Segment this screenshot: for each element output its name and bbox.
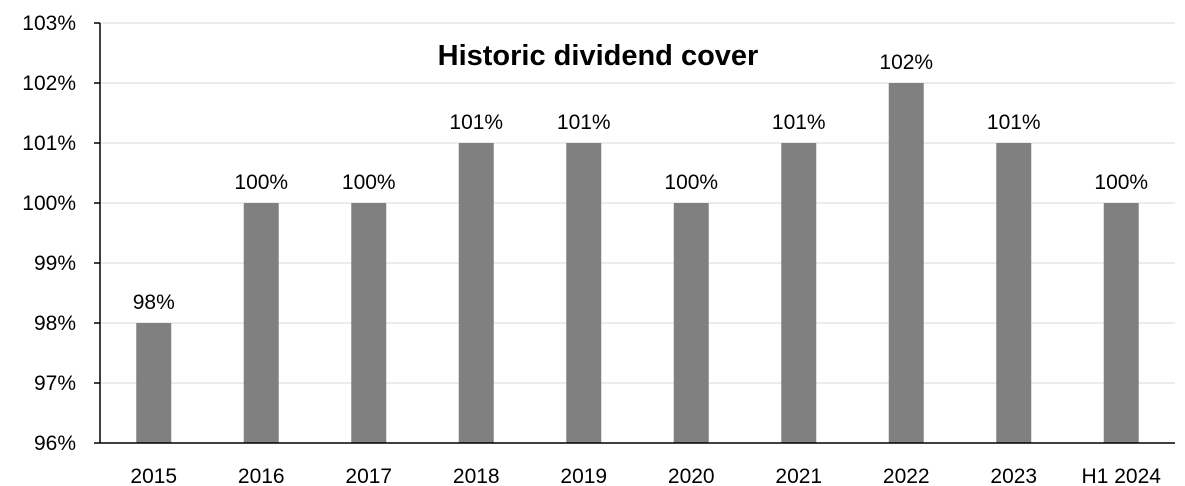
x-tick-label: 2015 — [130, 465, 177, 486]
y-tick-label: 103% — [22, 12, 76, 35]
y-tick-label: 98% — [34, 312, 76, 335]
data-label: 100% — [1094, 171, 1148, 194]
data-label: 101% — [987, 111, 1041, 134]
x-tick-label: 2023 — [990, 465, 1037, 486]
bar-2022 — [888, 83, 924, 443]
bar-2019 — [566, 143, 602, 443]
axes: 96% 97% 98% 99% 100% 101% 102% 103% 2015 2016 2017… — [22, 12, 1175, 486]
bar-2016 — [243, 203, 279, 443]
data-label: 100% — [342, 171, 396, 194]
chart-title: Historic dividend cover — [438, 40, 759, 72]
data-label: 100% — [664, 171, 718, 194]
bar-h1-2024 — [1103, 203, 1139, 443]
x-tick-label: 2016 — [238, 465, 285, 486]
bars — [136, 83, 1139, 443]
x-tick-label: 2019 — [560, 465, 607, 486]
y-tick-label: 100% — [22, 192, 76, 215]
x-tick-label: 2022 — [883, 465, 930, 486]
data-label: 101% — [772, 111, 826, 134]
x-tick-label: 2020 — [668, 465, 715, 486]
bar-2018 — [458, 143, 494, 443]
bar-2021 — [781, 143, 817, 443]
data-label: 102% — [879, 51, 933, 74]
x-tick-label: 2017 — [345, 465, 392, 486]
data-label: 100% — [234, 171, 288, 194]
y-tick-label: 101% — [22, 132, 76, 155]
data-labels: 98% 100% 100% 101% 101% 100% 101% 102% 101% 100% — [133, 51, 1148, 314]
data-label: 101% — [449, 111, 503, 134]
bar-2015 — [136, 323, 172, 443]
x-tick-label: 2021 — [775, 465, 822, 486]
bar-2020 — [673, 203, 709, 443]
x-tick-label: 2018 — [453, 465, 500, 486]
y-tick-label: 96% — [34, 432, 76, 455]
y-tick-label: 102% — [22, 72, 76, 95]
bar-2017 — [351, 203, 387, 443]
x-tick-label: H1 2024 — [1082, 465, 1162, 486]
data-label: 101% — [557, 111, 611, 134]
y-tick-label: 99% — [34, 252, 76, 275]
y-tick-label: 97% — [34, 372, 76, 395]
bar-2023 — [996, 143, 1032, 443]
gridlines — [100, 22, 1175, 384]
data-label: 98% — [133, 291, 175, 314]
